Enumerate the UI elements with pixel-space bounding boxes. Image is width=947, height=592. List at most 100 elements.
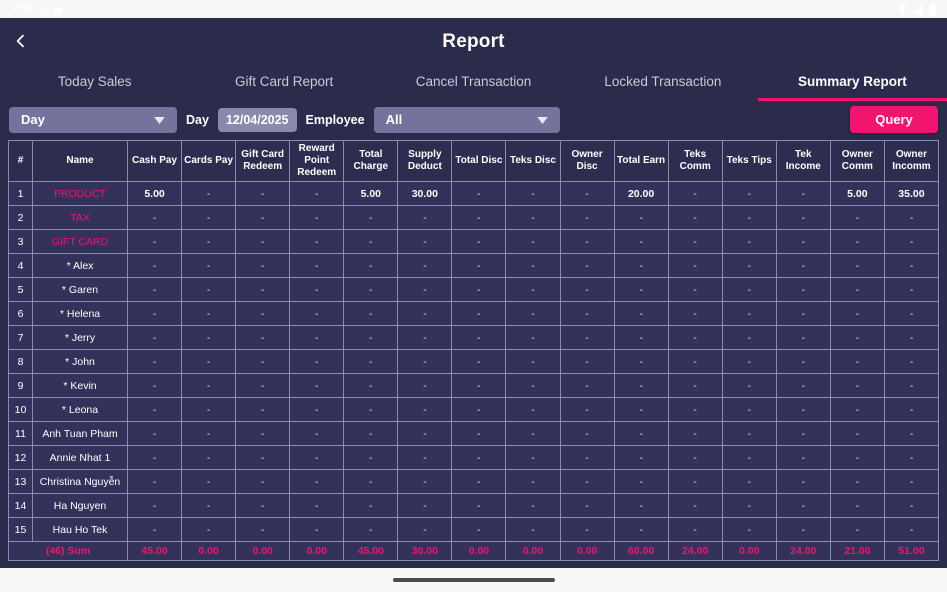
table-header-row: # Name Cash Pay Cards Pay Gift Card Redeem Re… — [8, 140, 940, 182]
period-dropdown[interactable]: Day — [9, 106, 177, 133]
cell-value: - — [613, 373, 669, 398]
cell-value: - — [126, 229, 183, 254]
column-header: Total Charge — [343, 140, 399, 182]
query-button[interactable]: Query — [850, 106, 938, 133]
location-icon — [897, 3, 907, 15]
cell-value: - — [613, 325, 669, 350]
cell-value: - — [559, 229, 615, 254]
cell-value: - — [829, 253, 885, 278]
tab-cancel-transaction[interactable]: Cancel Transaction — [415, 74, 532, 89]
cell-value: - — [181, 397, 237, 422]
cell-value: - — [126, 517, 183, 542]
employee-dropdown[interactable]: All — [373, 106, 560, 133]
cell-value: - — [505, 277, 561, 302]
cell-value: - — [883, 349, 940, 374]
tab-summary-report[interactable]: Summary Report — [757, 65, 947, 101]
cell-value: - — [181, 445, 237, 470]
sum-value: 24.00 — [667, 541, 723, 561]
cell-value: - — [883, 205, 940, 230]
cell-value: - — [289, 469, 345, 494]
cell-value: - — [289, 421, 345, 446]
cell-value: - — [559, 445, 615, 470]
cell-value: - — [775, 229, 831, 254]
sum-value: 0.00 — [559, 541, 615, 561]
tab-locked-transaction[interactable]: Locked Transaction — [604, 74, 722, 89]
cell-value: - — [181, 373, 237, 398]
cell-value: 30.00 — [397, 181, 453, 206]
cell-value: - — [181, 469, 237, 494]
cell-value: - — [775, 205, 831, 230]
status-left: 1:53 — [10, 3, 63, 15]
cell-value: - — [289, 205, 345, 230]
cell-value: - — [289, 349, 345, 374]
gesture-pill[interactable] — [392, 578, 555, 582]
row-number: 6 — [8, 301, 33, 326]
cell-value: - — [235, 469, 291, 494]
column-header: Tek Income — [775, 140, 831, 182]
cell-value: - — [667, 493, 723, 518]
column-header: Owner Comm — [829, 140, 885, 182]
cell-value: - — [397, 469, 453, 494]
cell-value: - — [397, 421, 453, 446]
cell-value: - — [181, 181, 237, 206]
date-field[interactable]: 12/04/2025 — [217, 107, 297, 132]
cell-value: - — [667, 373, 723, 398]
tab-bar: Today Sales Gift Card Report Cancel Transa… — [0, 65, 947, 101]
cell-value: - — [667, 205, 723, 230]
cell-value: - — [667, 445, 723, 470]
cell-value: - — [829, 493, 885, 518]
cell-value: - — [235, 229, 291, 254]
cell-value: - — [343, 493, 399, 518]
row-number: 5 — [8, 277, 33, 302]
cell-value: - — [343, 397, 399, 422]
day-label: Day — [186, 112, 209, 127]
cell-value: - — [559, 397, 615, 422]
table-row: 1 PRODUCT 5.00- - -5.00 30.00- - -20.00- - -5.00 3… — [8, 181, 940, 206]
cell-value: - — [451, 277, 507, 302]
cell-value: - — [126, 277, 183, 302]
cell-value: - — [181, 517, 237, 542]
cell-value: - — [667, 397, 723, 422]
cell-value: - — [559, 181, 615, 206]
cell-value: - — [126, 493, 183, 518]
table-row: 9 * Kevin - - - - - - - - - - - - - - - — [8, 373, 940, 398]
row-number: 2 — [8, 205, 33, 230]
column-header: Owner Disc — [559, 140, 615, 182]
tab-today-sales[interactable]: Today Sales — [57, 74, 132, 89]
cell-value: - — [289, 181, 345, 206]
cell-value: - — [559, 253, 615, 278]
summary-report-table: # Name Cash Pay Cards Pay Gift Card Redeem Re… — [8, 140, 940, 561]
row-name: * Jerry — [32, 325, 128, 350]
cell-value: - — [289, 373, 345, 398]
cell-value: - — [126, 397, 183, 422]
cell-value: - — [559, 349, 615, 374]
tab-gift-card-report[interactable]: Gift Card Report — [234, 74, 334, 89]
cell-value: - — [829, 277, 885, 302]
row-number: 14 — [8, 493, 33, 518]
cell-value: 20.00 — [613, 181, 669, 206]
cell-value: - — [235, 493, 291, 518]
cell-value: - — [883, 421, 940, 446]
cell-value: - — [559, 469, 615, 494]
cell-value: - — [829, 349, 885, 374]
table-row: 7 * Jerry - - - - - - - - - - - - - - - — [8, 325, 940, 350]
back-button[interactable] — [10, 32, 32, 54]
table-row: 11 Anh Tuan Pham - - - - - - - - - - - - - - - — [8, 421, 940, 446]
cell-value: - — [559, 205, 615, 230]
cell-value: - — [397, 277, 453, 302]
mute-shield-icon — [37, 3, 48, 15]
cell-value: - — [559, 421, 615, 446]
cell-value: - — [235, 181, 291, 206]
cell-value: 5.00 — [126, 181, 183, 206]
cell-value: - — [613, 301, 669, 326]
row-name: PRODUCT — [32, 181, 128, 206]
employee-dropdown-value: All — [385, 112, 403, 127]
cell-value: - — [505, 517, 561, 542]
cell-value: - — [613, 397, 669, 422]
row-name: GIFT CARD — [32, 229, 128, 254]
cell-value: - — [829, 205, 885, 230]
cell-value: - — [883, 373, 940, 398]
cell-value: - — [775, 253, 831, 278]
cell-value: - — [829, 325, 885, 350]
cell-value: - — [126, 373, 183, 398]
